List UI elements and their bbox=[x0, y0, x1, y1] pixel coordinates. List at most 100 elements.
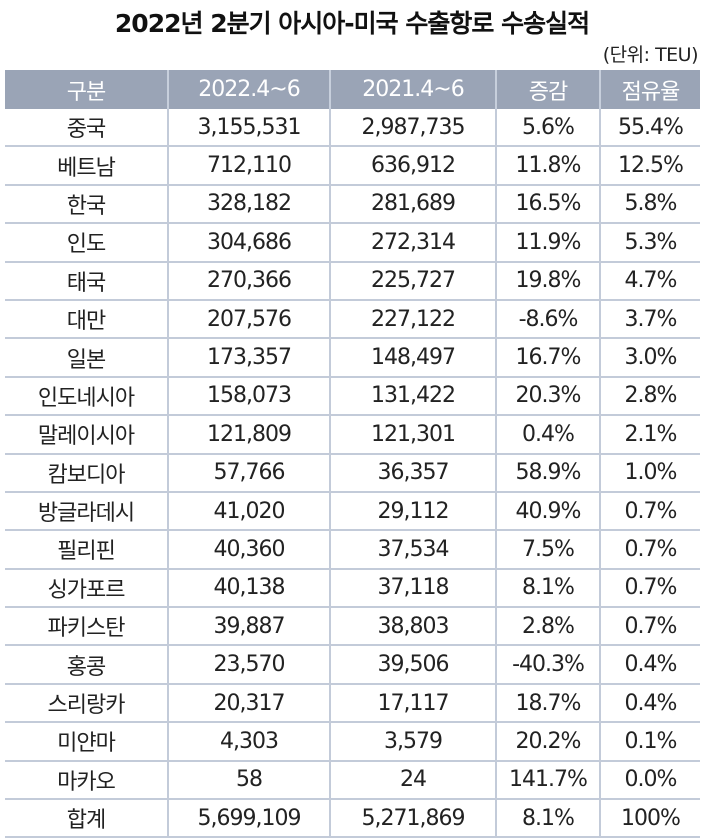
cell-q2-2021: 24 bbox=[329, 760, 496, 801]
cell-share: 12.5% bbox=[599, 146, 700, 186]
page-title: 2022년 2분기 아시아-미국 수출항로 수송실적 bbox=[114, 9, 590, 38]
cell-share: 2.8% bbox=[599, 376, 700, 417]
cell-category: 싱가포르 bbox=[5, 568, 168, 609]
cell-category: 홍콩 bbox=[5, 645, 168, 685]
cell-q2-2022: 121,809 bbox=[167, 415, 330, 455]
cell-category: 파키스탄 bbox=[5, 607, 168, 647]
cell-change: 16.7% bbox=[495, 338, 600, 378]
table-row: 홍콩 23,570 39,506 -40.3% 0.4% bbox=[5, 645, 700, 685]
cell-q2-2022: 20,317 bbox=[167, 683, 330, 724]
cell-share: 0.1% bbox=[599, 722, 700, 762]
table-row: 싱가포르 40,138 37,118 8.1% 0.7% bbox=[5, 568, 700, 609]
column-header-share: 점유율 bbox=[599, 70, 700, 109]
table-row: 인도네시아 158,073 131,422 20.3% 2.8% bbox=[5, 376, 700, 417]
cell-q2-2022: 41,020 bbox=[167, 491, 330, 532]
shipping-table: 구분 2022.4~6 2021.4~6 증감 점유율 중국 3,155,531 2,987… bbox=[5, 70, 700, 838]
cell-change: 0.4% bbox=[495, 415, 600, 455]
cell-change: 11.9% bbox=[495, 223, 600, 263]
cell-q2-2021: 636,912 bbox=[329, 146, 496, 186]
cell-change: 18.7% bbox=[495, 683, 600, 724]
cell-category: 필리핀 bbox=[5, 530, 168, 570]
table-row: 필리핀 40,360 37,534 7.5% 0.7% bbox=[5, 530, 700, 570]
cell-category: 베트남 bbox=[5, 146, 168, 186]
cell-q2-2021: 272,314 bbox=[329, 223, 496, 263]
header-row: 구분 2022.4~6 2021.4~6 증감 점유율 bbox=[5, 70, 700, 109]
cell-change: 20.3% bbox=[495, 376, 600, 417]
cell-share: 3.7% bbox=[599, 299, 700, 340]
cell-category: 마카오 bbox=[5, 760, 168, 801]
cell-change: 8.1% bbox=[495, 568, 600, 609]
cell-share: 0.7% bbox=[599, 607, 700, 647]
cell-category: 중국 bbox=[5, 109, 168, 148]
cell-q2-2022: 3,155,531 bbox=[167, 109, 330, 148]
cell-share: 2.1% bbox=[599, 415, 700, 455]
cell-share: 0.7% bbox=[599, 568, 700, 609]
cell-category: 미얀마 bbox=[5, 722, 168, 762]
cell-share: 0.7% bbox=[599, 530, 700, 570]
cell-q2-2021: 29,112 bbox=[329, 491, 496, 532]
cell-category: 말레이시아 bbox=[5, 415, 168, 455]
cell-q2-2022: 40,360 bbox=[167, 530, 330, 570]
column-header-change: 증감 bbox=[495, 70, 600, 109]
cell-q2-2021: 225,727 bbox=[329, 261, 496, 301]
cell-q2-2022: 23,570 bbox=[167, 645, 330, 685]
cell-change: 20.2% bbox=[495, 722, 600, 762]
cell-q2-2021: 148,497 bbox=[329, 338, 496, 378]
cell-q2-2022: 4,303 bbox=[167, 722, 330, 762]
cell-q2-2022: 712,110 bbox=[167, 146, 330, 186]
cell-q2-2022: 39,887 bbox=[167, 607, 330, 647]
cell-q2-2022: 57,766 bbox=[167, 453, 330, 493]
cell-q2-2021: 36,357 bbox=[329, 453, 496, 493]
cell-q2-2022: 173,357 bbox=[167, 338, 330, 378]
cell-q2-2022: 40,138 bbox=[167, 568, 330, 609]
table-row: 말레이시아 121,809 121,301 0.4% 2.1% bbox=[5, 415, 700, 455]
cell-category: 인도 bbox=[5, 223, 168, 263]
cell-change: 7.5% bbox=[495, 530, 600, 570]
table-row: 한국 328,182 281,689 16.5% 5.8% bbox=[5, 184, 700, 225]
cell-change: -8.6% bbox=[495, 299, 600, 340]
cell-q2-2022: 328,182 bbox=[167, 184, 330, 225]
cell-category: 캄보디아 bbox=[5, 453, 168, 493]
cell-category: 태국 bbox=[5, 261, 168, 301]
cell-share: 4.7% bbox=[599, 261, 700, 301]
table-row: 방글라데시 41,020 29,112 40.9% 0.7% bbox=[5, 491, 700, 532]
cell-category: 방글라데시 bbox=[5, 491, 168, 532]
unit-label: (단위: TEU) bbox=[602, 44, 699, 66]
table-row: 파키스탄 39,887 38,803 2.8% 0.7% bbox=[5, 607, 700, 647]
table-row: 베트남 712,110 636,912 11.8% 12.5% bbox=[5, 146, 700, 186]
table-row: 캄보디아 57,766 36,357 58.9% 1.0% bbox=[5, 453, 700, 493]
cell-q2-2021: 281,689 bbox=[329, 184, 496, 225]
cell-q2-2021: 37,118 bbox=[329, 568, 496, 609]
cell-q2-2021: 227,122 bbox=[329, 299, 496, 340]
table-row: 대만 207,576 227,122 -8.6% 3.7% bbox=[5, 299, 700, 340]
cell-change: 40.9% bbox=[495, 491, 600, 532]
cell-change: 5.6% bbox=[495, 109, 600, 148]
cell-category: 대만 bbox=[5, 299, 168, 340]
cell-q2-2021: 3,579 bbox=[329, 722, 496, 762]
column-header-category: 구분 bbox=[5, 70, 168, 109]
cell-share: 3.0% bbox=[599, 338, 700, 378]
cell-share: 5.3% bbox=[599, 223, 700, 263]
cell-q2-2021: 17,117 bbox=[329, 683, 496, 724]
table-row: 인도 304,686 272,314 11.9% 5.3% bbox=[5, 223, 700, 263]
cell-share: 0.4% bbox=[599, 683, 700, 724]
cell-q2-2021: 131,422 bbox=[329, 376, 496, 417]
cell-share: 55.4% bbox=[599, 109, 700, 148]
cell-change: 11.8% bbox=[495, 146, 600, 186]
cell-category: 인도네시아 bbox=[5, 376, 168, 417]
cell-q2-2021: 38,803 bbox=[329, 607, 496, 647]
cell-change: 19.8% bbox=[495, 261, 600, 301]
cell-q2-2021: 2,987,735 bbox=[329, 109, 496, 148]
column-header-q2-2021: 2021.4~6 bbox=[329, 70, 496, 109]
cell-q2-2021: 37,534 bbox=[329, 530, 496, 570]
cell-share: 1.0% bbox=[599, 453, 700, 493]
table-row: 태국 270,366 225,727 19.8% 4.7% bbox=[5, 261, 700, 301]
cell-share: 0.7% bbox=[599, 491, 700, 532]
cell-q2-2022: 207,576 bbox=[167, 299, 330, 340]
cell-q2-2022: 58 bbox=[167, 760, 330, 801]
cell-change: 2.8% bbox=[495, 607, 600, 647]
cell-q2-2021: 121,301 bbox=[329, 415, 496, 455]
cell-q2-2021: 39,506 bbox=[329, 645, 496, 685]
cell-change: 58.9% bbox=[495, 453, 600, 493]
cell-share: 0.0% bbox=[599, 760, 700, 801]
